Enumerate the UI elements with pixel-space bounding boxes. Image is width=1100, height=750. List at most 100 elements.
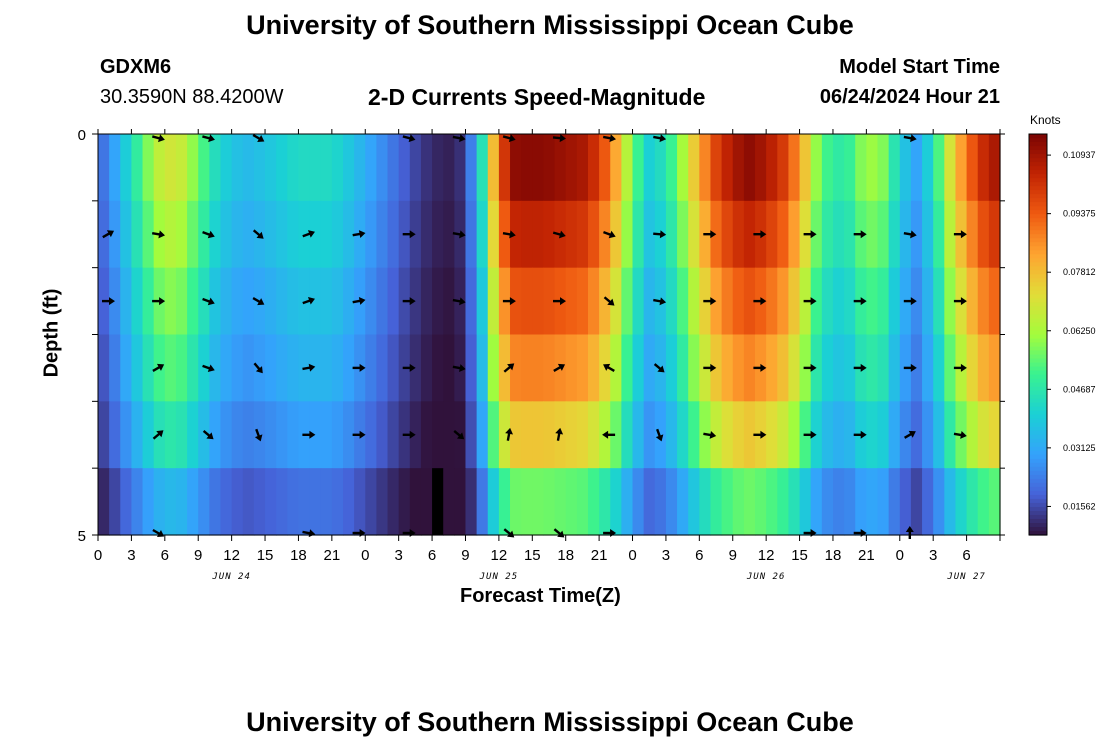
colorbar-segment	[1029, 434, 1047, 440]
heatmap-cell	[142, 134, 155, 202]
arrow-head	[257, 135, 265, 142]
current-vector-arrow	[602, 430, 616, 439]
arrow-head	[309, 430, 316, 439]
arrow-head	[255, 366, 263, 374]
colorbar-segment	[1029, 510, 1047, 516]
current-vector-arrow	[753, 430, 767, 439]
heatmap-cell	[844, 134, 856, 202]
current-vector-arrow	[202, 430, 214, 440]
heatmap-cell	[866, 267, 879, 336]
heatmap-cell	[153, 134, 166, 202]
colorbar-segment	[1029, 294, 1047, 300]
x-tick-label: 18	[825, 547, 842, 564]
colorbar-segment	[1029, 514, 1047, 520]
heatmap-cell	[643, 334, 656, 402]
arrow-head	[109, 297, 115, 306]
heatmap-cell	[198, 200, 210, 269]
heatmap-cell	[810, 267, 823, 336]
heatmap-cell	[276, 401, 288, 469]
heatmap-cell	[587, 134, 600, 202]
heatmap-cell	[844, 267, 856, 336]
colorbar-frame	[1028, 133, 1048, 536]
heatmap-cell	[443, 200, 455, 269]
heatmap-cell	[677, 334, 689, 402]
heatmap-cell	[766, 134, 778, 202]
heatmap-cell	[966, 468, 979, 536]
heatmap-cell	[855, 134, 867, 202]
x-axis-label: Forecast Time(Z)	[460, 585, 621, 607]
arrow-head	[308, 363, 316, 372]
current-vector-arrow	[803, 430, 817, 439]
heatmap-cell	[109, 401, 121, 469]
station-coordinates: 30.3590N 88.4200W	[100, 86, 284, 108]
heatmap-cell	[153, 468, 166, 536]
colorbar-segment	[1029, 370, 1047, 376]
heatmap-cell	[376, 468, 389, 536]
colorbar-segment	[1029, 450, 1047, 456]
heatmap-cell	[844, 200, 856, 269]
heatmap-cell	[420, 334, 433, 402]
heatmap-cell	[231, 401, 244, 469]
heatmap-cell	[576, 334, 589, 402]
current-vector-arrow	[402, 297, 416, 306]
x-tick-label: 18	[557, 547, 574, 564]
arrow-head	[505, 427, 514, 435]
colorbar-segment	[1029, 402, 1047, 408]
heatmap-cell	[98, 401, 110, 469]
heatmap-cell	[788, 134, 801, 202]
heatmap-cell	[220, 468, 233, 536]
heatmap-cell	[587, 334, 600, 402]
colorbar-segment	[1029, 154, 1047, 159]
colorbar-segment	[1029, 502, 1047, 508]
colorbar-segment	[1029, 142, 1047, 147]
heatmap-cell	[476, 267, 489, 336]
heatmap-cell	[988, 334, 1001, 402]
heatmap-cell	[576, 468, 589, 536]
heatmap-cell	[387, 134, 400, 202]
current-vector-arrow	[452, 230, 466, 239]
heatmap-cell	[220, 267, 233, 336]
heatmap-cell	[487, 134, 500, 202]
colorbar-segment	[1029, 466, 1047, 472]
heatmap-cell	[365, 267, 377, 336]
current-vector-arrow	[202, 230, 215, 239]
heatmap-cell	[476, 468, 489, 536]
colorbar-segment	[1029, 478, 1047, 484]
heatmap-cell	[498, 468, 511, 536]
heatmap-cell	[109, 334, 121, 402]
arrow-head	[710, 297, 717, 306]
heatmap-cell	[810, 401, 823, 469]
heatmap-cell	[877, 468, 890, 536]
x-date-label: JUN 24	[211, 572, 251, 582]
colorbar-segment	[1029, 182, 1047, 187]
heatmap-cell	[175, 200, 188, 269]
arrow-head	[657, 365, 665, 373]
heatmap-cell	[788, 334, 801, 402]
current-vector-arrow	[302, 430, 316, 439]
heatmap-cell	[209, 334, 222, 402]
colorbar-segment	[1029, 358, 1047, 364]
current-vector-arrow	[853, 430, 867, 439]
heatmap-cell	[677, 267, 689, 336]
current-vector-arrow	[953, 363, 967, 372]
heatmap-cell	[665, 267, 678, 336]
arrow-head	[655, 434, 664, 442]
heatmap-cell	[799, 468, 812, 536]
heatmap-cell	[220, 334, 233, 402]
arrow-head	[456, 432, 465, 440]
heatmap-cell	[988, 468, 1001, 536]
current-vector-arrow	[151, 134, 165, 143]
heatmap-cell	[599, 468, 611, 536]
heatmap-cell	[977, 334, 990, 402]
heatmap-cell	[387, 468, 400, 536]
heatmap-cell	[532, 468, 545, 536]
heatmap-cell	[287, 334, 300, 402]
colorbar-segment	[1029, 378, 1047, 384]
heatmap-cell	[521, 267, 533, 336]
heatmap-cell	[309, 200, 322, 269]
colorbar-segment	[1029, 246, 1047, 251]
x-tick-label: 3	[929, 547, 937, 564]
arrow-head	[409, 363, 416, 372]
colorbar-tick-label: 0.03125	[1063, 443, 1096, 453]
